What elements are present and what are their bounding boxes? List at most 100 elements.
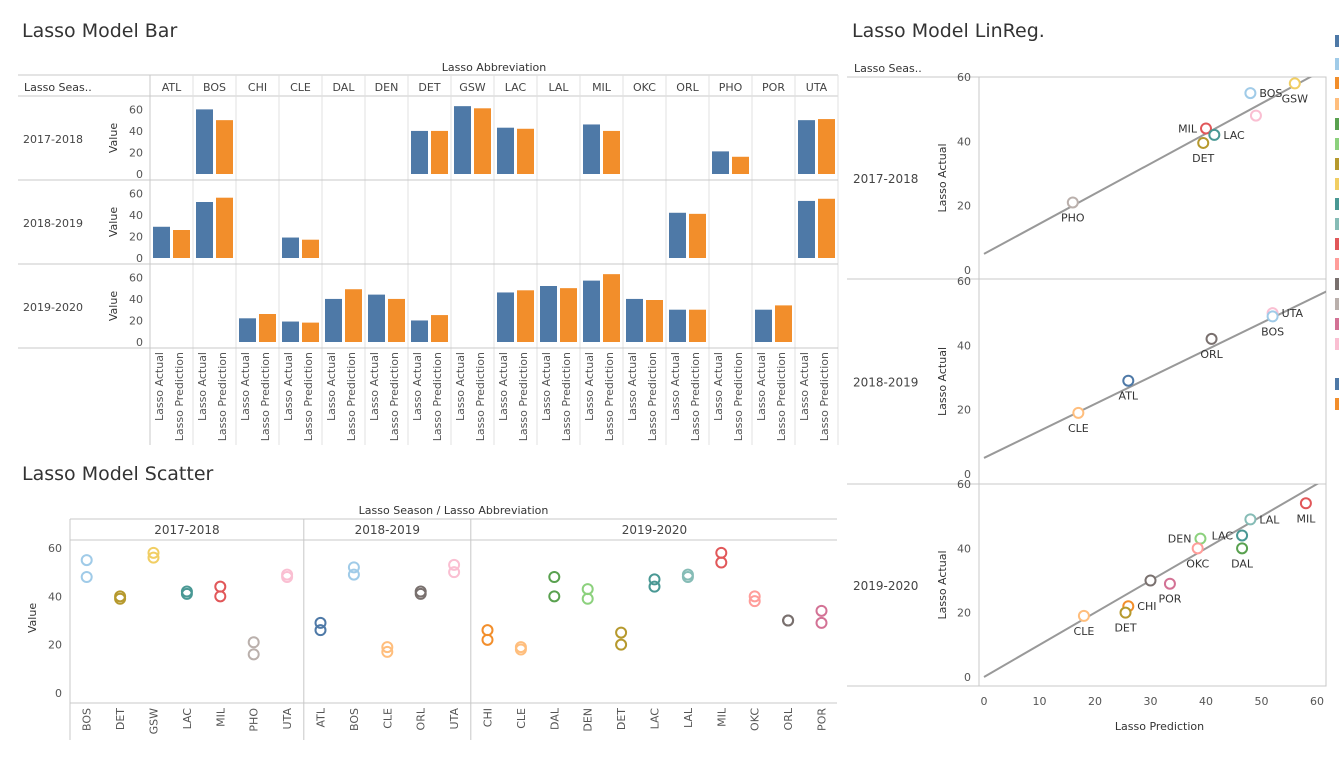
scatter-team-label: MIL xyxy=(715,707,728,727)
bar-category-label: DET xyxy=(418,81,440,94)
scatter-point-actual xyxy=(615,626,628,639)
bar-prediction xyxy=(732,156,749,174)
bar-prediction xyxy=(259,314,276,342)
bar-prediction xyxy=(216,197,233,258)
linreg-x-tick-label: 30 xyxy=(1144,695,1158,708)
bar-measure-label: Lasso Prediction xyxy=(818,352,831,441)
linreg-point-label: CLE xyxy=(1074,625,1095,638)
linreg-point xyxy=(1205,332,1218,345)
bar-actual xyxy=(497,292,514,342)
lasso-bar-chart[interactable]: Lasso Abbreviation Lasso Seas.. ATL BOS CHI C… xyxy=(0,0,845,460)
linreg-point xyxy=(1266,310,1279,323)
scatter-point-prediction xyxy=(481,633,494,646)
bar-measure-label: Lasso Actual xyxy=(669,352,682,421)
bar-prediction xyxy=(775,305,792,342)
bar-actual xyxy=(583,124,600,174)
scatter-value-axis-label: Value xyxy=(26,603,39,633)
legend-swatch xyxy=(1335,118,1339,130)
bar-actual xyxy=(368,294,385,342)
scatter-point-prediction xyxy=(548,590,561,603)
bar-actual xyxy=(411,320,428,342)
bar-measure-label: Lasso Prediction xyxy=(689,352,702,441)
linreg-y-tick-label: 60 xyxy=(957,478,971,491)
linreg-point-label: BOS xyxy=(1259,87,1282,100)
linreg-trend-line xyxy=(983,290,1326,459)
scatter-point-prediction xyxy=(147,551,160,564)
linreg-point xyxy=(1077,609,1090,622)
scatter-y-tick-label: 60 xyxy=(48,542,62,555)
bar-actual xyxy=(153,226,170,258)
scatter-point-actual xyxy=(314,616,327,629)
linreg-y-axis-label: Lasso Actual xyxy=(936,347,949,416)
bar-measure-label: Lasso Prediction xyxy=(775,352,788,441)
linreg-point-label: MIL xyxy=(1178,122,1198,135)
bar-measure-label: Lasso Actual xyxy=(497,352,510,421)
bar-measure-label: Lasso Prediction xyxy=(216,352,229,441)
linreg-point-label: ORL xyxy=(1200,348,1223,361)
linreg-point xyxy=(1266,307,1279,320)
bar-actual xyxy=(798,200,815,258)
linreg-x-tick-label: 20 xyxy=(1088,695,1102,708)
bar-category-label: DAL xyxy=(333,81,356,94)
scatter-point-prediction xyxy=(748,595,761,608)
linreg-point xyxy=(1200,122,1212,135)
bar-measure-label: Lasso Actual xyxy=(712,352,725,421)
linreg-y-tick-label: 20 xyxy=(957,607,971,620)
linreg-point xyxy=(1144,574,1157,587)
bar-measure-label: Lasso Prediction xyxy=(388,352,401,441)
scatter-point-actual xyxy=(281,568,294,581)
legend-swatch xyxy=(1335,158,1339,170)
scatter-point-actual xyxy=(347,561,360,574)
scatter-point-prediction xyxy=(815,616,828,629)
scatter-point-actual xyxy=(681,568,694,581)
bar-prediction xyxy=(216,120,233,174)
legend-swatch xyxy=(1335,178,1339,190)
linreg-point xyxy=(1072,406,1085,419)
scatter-point-prediction xyxy=(414,587,427,600)
bar-column-header: Lasso Abbreviation xyxy=(442,61,547,74)
bar-category-label: BOS xyxy=(203,81,226,94)
linreg-row-header: Lasso Seas.. xyxy=(854,62,922,75)
bar-measure-label: Lasso Prediction xyxy=(732,352,745,441)
scatter-team-label: ORL xyxy=(782,707,795,730)
bar-actual xyxy=(239,318,256,342)
linreg-point-label: UTA xyxy=(1282,307,1304,320)
bar-value-axis-label: Value xyxy=(107,291,120,321)
bar-measure-label: Lasso Actual xyxy=(454,352,467,421)
bar-actual xyxy=(497,127,514,174)
bar-prediction xyxy=(689,213,706,258)
linreg-x-axis-label: Lasso Prediction xyxy=(1115,720,1204,733)
scatter-point-actual xyxy=(581,583,594,596)
legend-swatch xyxy=(1335,238,1339,250)
scatter-point-actual xyxy=(648,573,661,586)
linreg-point-label: CHI xyxy=(1137,600,1156,613)
linreg-x-tick-label: 40 xyxy=(1199,695,1213,708)
linreg-point-label: MIL xyxy=(1296,512,1316,525)
scatter-team-label: MIL xyxy=(214,707,227,727)
scatter-point-prediction xyxy=(581,592,594,605)
scatter-team-label: ATL xyxy=(315,707,328,727)
scatter-team-label: BOS xyxy=(81,708,94,731)
bar-actual xyxy=(325,298,342,342)
scatter-point-prediction xyxy=(448,566,461,579)
bar-measure-label: Lasso Actual xyxy=(411,352,424,421)
bar-prediction xyxy=(818,119,835,174)
linreg-point xyxy=(1288,77,1301,90)
bar-category-label: GSW xyxy=(459,81,486,94)
legend-swatch xyxy=(1335,218,1339,230)
linreg-x-tick-label: 0 xyxy=(981,695,988,708)
scatter-point-prediction xyxy=(715,556,728,569)
bar-actual xyxy=(798,120,815,174)
bar-category-label: UTA xyxy=(806,81,828,94)
scatter-point-actual xyxy=(815,604,828,617)
bar-value-axis-label: Value xyxy=(107,207,120,237)
bar-y-tick-label: 60 xyxy=(129,103,143,116)
linreg-y-axis-label: Lasso Actual xyxy=(936,550,949,619)
legend-swatch xyxy=(1335,298,1339,310)
scatter-team-label: CHI xyxy=(482,708,495,727)
linreg-point xyxy=(1244,513,1257,526)
scatter-point-actual xyxy=(114,590,127,603)
bar-measure-label: Lasso Prediction xyxy=(603,352,616,441)
scatter-point-actual xyxy=(448,558,461,571)
bar-season-label: 2019-2020 xyxy=(23,301,83,314)
